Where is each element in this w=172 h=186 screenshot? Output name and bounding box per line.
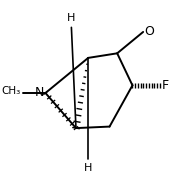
Text: CH₃: CH₃ [2,86,21,97]
Text: N: N [35,86,44,100]
Text: F: F [162,79,169,92]
Text: H: H [67,13,76,23]
Text: H: H [84,163,92,173]
Text: O: O [145,25,154,39]
